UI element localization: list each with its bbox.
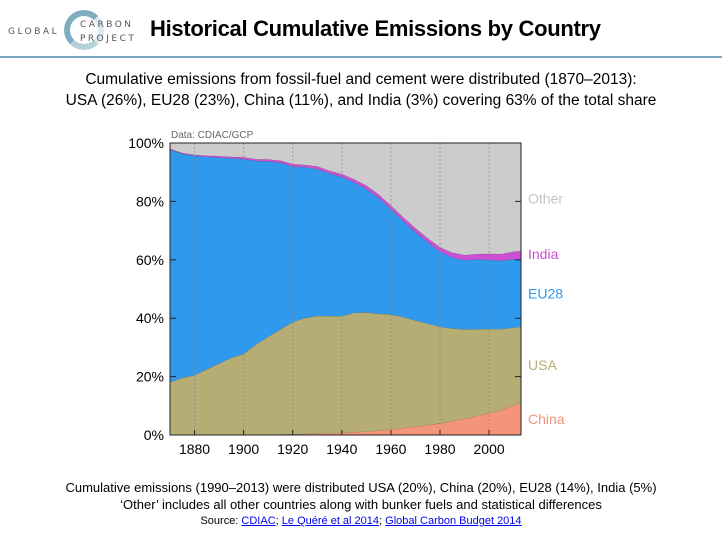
chart-grid [194, 143, 490, 435]
area-eu28 [170, 149, 521, 383]
y-tick-label: 100% [128, 135, 164, 151]
y-tick-label: 40% [136, 310, 164, 326]
series-label-other: Other [528, 190, 563, 206]
series-label-china: China [528, 411, 565, 427]
plot-frame [169, 142, 522, 436]
footer-line-1: Cumulative emissions (1990–2013) were di… [65, 480, 657, 495]
x-tick-label: 1960 [375, 441, 406, 457]
source-link-le-quere[interactable]: Le Quéré et al 2014 [281, 515, 380, 527]
slide-title: Historical Cumulative Emissions by Count… [150, 16, 601, 41]
x-tick-label: 1900 [228, 441, 259, 457]
source-separator: ; [379, 515, 386, 527]
chart-areas [169, 143, 522, 436]
footer-line-2: ‘Other’ includes all other countries alo… [120, 497, 602, 512]
subtitle-line-2: USA (26%), EU28 (23%), China (11%), and … [65, 92, 657, 109]
area-china [170, 402, 521, 435]
logo-word-global: GLOBAL [8, 27, 60, 37]
source-link-global-carbon-budget[interactable]: Global Carbon Budget 2014 [385, 515, 522, 527]
source-link-cdiac[interactable]: CDIAC [241, 515, 276, 527]
x-tick-label: 1920 [277, 441, 308, 457]
x-tick-label: 1880 [179, 441, 210, 457]
y-tick-label: 0% [144, 427, 164, 443]
y-tick-label: 20% [136, 369, 164, 385]
area-usa [170, 312, 521, 435]
series-label-usa: USA [528, 357, 557, 373]
chart-labels: 0% 20% 40% 60% 80% 100% 1880 1900 1920 1940 1960 19… [128, 130, 565, 457]
x-tick-label: 1940 [326, 441, 357, 457]
logo-word-carbon: CARBON [80, 20, 134, 30]
logo-word-project: PROJECT [80, 34, 137, 44]
source-prefix: Source: [200, 515, 242, 527]
x-tick-label: 1980 [424, 441, 455, 457]
area-other [170, 143, 521, 256]
subtitle-line-1: Cumulative emissions from fossil-fuel an… [85, 71, 637, 88]
y-tick-label: 80% [136, 193, 164, 209]
data-source-annotation: Data: CDIAC/GCP [171, 130, 254, 141]
y-tick-label: 60% [136, 252, 164, 268]
title-divider [0, 56, 722, 58]
x-tick-label: 2000 [474, 441, 505, 457]
global-carbon-project-logo: GLOBAL CARBON PROJECT [8, 8, 143, 54]
chart-axes [169, 142, 522, 436]
series-label-eu28: EU28 [528, 285, 563, 301]
source-line: Source: CDIAC; Le Quéré et al 2014; Glob… [0, 515, 722, 527]
series-label-india: India [528, 246, 559, 262]
source-separator: ; [275, 515, 282, 527]
logo-ring-icon [64, 10, 104, 50]
